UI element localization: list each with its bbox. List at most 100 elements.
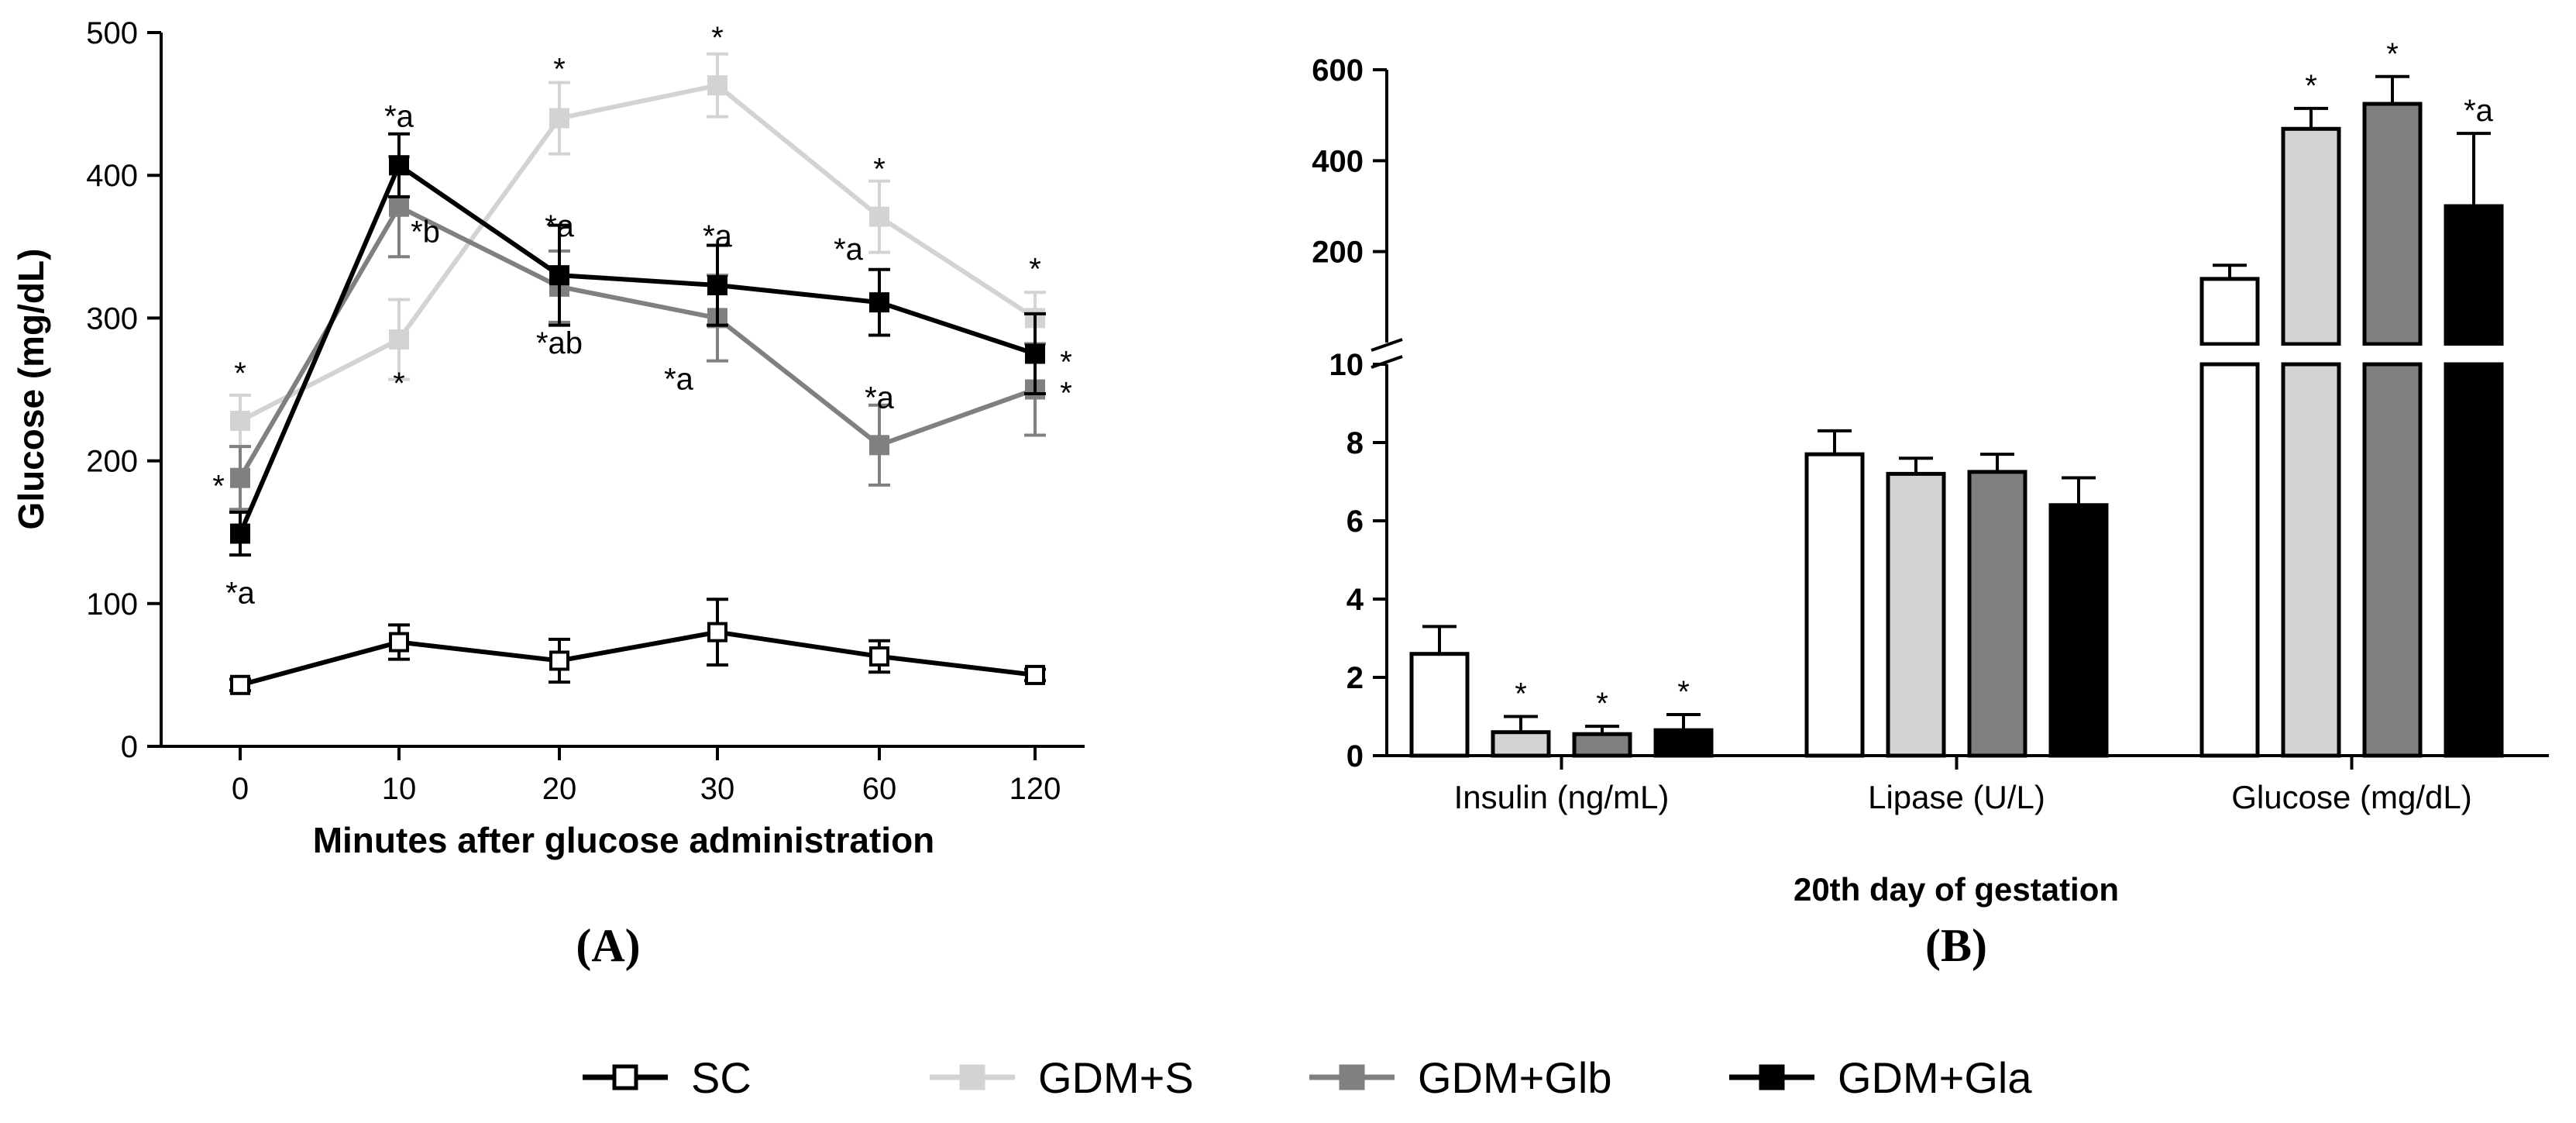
panel-a-series: * *******b*ab*a*a **a*a*a *a *a* [212,21,1072,695]
significance-label: *a [545,209,575,243]
y-tick-label: 10 [1329,348,1364,382]
significance-label: *ab [536,326,583,360]
axis-break-gap [2280,346,2342,361]
y-tick-label: 200 [86,445,138,479]
significance-label: *a [2464,94,2494,128]
data-point [230,467,250,488]
legend-marker [1759,1064,1785,1090]
y-tick-label: 400 [1312,144,1364,178]
bar [1653,728,1714,758]
y-tick-label: 8 [1346,426,1364,460]
x-tick-label: Lipase (U/L) [1868,779,2045,815]
x-tick-label: Insulin (ng/mL) [1454,779,1670,815]
legend: SC GDM+S GDM+Glb GDM+Gla [583,1053,2032,1102]
legend-label: GDM+Gla [1838,1053,2032,1102]
bar [2362,362,2423,758]
panel-b-y-ticks: 0 2 4 6 8 10 200 400 600 [1312,53,1387,773]
panel-a-y-ticks: 0 100 200 300 400 500 [86,16,161,764]
x-tick-label: 120 [1009,772,1061,806]
data-point [707,275,727,296]
data-point [1025,343,1045,364]
axis-break-mark-top [1371,338,1403,352]
panel-b-label: (B) [1925,920,1987,971]
data-point [549,108,569,129]
y-tick-label: 6 [1346,505,1364,539]
series-line [238,203,1037,480]
bar [2281,362,2341,758]
legend-marker [1339,1064,1365,1090]
data-point [869,292,889,313]
y-tick-label: 0 [1346,739,1364,773]
data-point [230,411,250,432]
bar [2362,102,2423,346]
bar [1804,452,1865,758]
data-point [869,646,889,667]
significance-label: * [873,153,886,187]
significance-label: * [553,53,566,87]
series-sc [229,598,1046,695]
series-line [239,629,1036,687]
legend-item: SC [583,1053,751,1102]
panel-a-y-axis-title: Glucose (mg/dL) [11,249,51,530]
axis-break-gap [2361,346,2423,361]
significance-label: * [711,21,724,55]
data-point [549,650,569,671]
legend-item: GDM+S [930,1053,1194,1102]
significance-label: * [1596,687,1608,721]
data-point [389,155,409,176]
legend-label: GDM+S [1038,1053,1194,1102]
data-point [869,206,889,227]
panel-b-x-axis-title: 20th day of gestation [1794,871,2119,908]
data-point [230,674,250,695]
bar [2199,362,2260,758]
series-line [238,161,1036,535]
bar [1967,470,2027,758]
bar [2444,362,2504,758]
significance-label: * [1677,675,1690,709]
significance-label: *a [225,577,256,611]
data-point [230,523,250,544]
y-tick-label: 600 [1312,53,1364,88]
panel-a-label: (A) [576,920,640,971]
significance-label: *b [411,215,440,250]
y-tick-label: 400 [86,159,138,193]
significance-label: * [212,470,225,504]
series-gdm-gla: *a *a *a *a *a * [225,99,1072,610]
significance-label: * [1060,377,1072,411]
significance-label: * [1515,677,1527,711]
data-point [707,75,727,96]
significance-label: * [393,367,405,401]
bar [2048,503,2109,758]
series-line [239,82,1037,423]
panel-b-bar-chart: 0 2 4 6 8 10 200 400 600 * * * * * *a Insulin (ng/mL)… [1312,37,2549,908]
bar [2199,277,2260,346]
bar [1572,732,1632,758]
data-point [707,622,727,642]
panel-a-x-axis-title: Minutes after glucose administration [313,820,935,860]
x-tick-label: 20 [542,772,577,806]
data-point [549,265,569,286]
x-tick-label: Glucose (mg/dL) [2231,779,2471,815]
significance-label: *a [384,99,414,133]
y-tick-label: 4 [1346,583,1364,617]
legend-label: SC [691,1053,751,1102]
data-point [389,329,409,350]
x-tick-label: 10 [382,772,417,806]
series-gdm-s: * * * * * * [229,21,1046,449]
significance-label: *a [703,219,733,253]
bar [1886,471,1946,758]
y-tick-label: 2 [1346,661,1364,695]
x-tick-label: 30 [700,772,735,806]
significance-label: * [1060,345,1072,379]
bar [2444,204,2504,346]
axis-break-gap [2443,346,2505,361]
legend-label: GDM+Glb [1418,1053,1612,1102]
panel-b-x-ticks: Insulin (ng/mL) Lipase (U/L) Glucose (mg/d… [1454,756,2472,815]
data-point [1025,664,1045,685]
significance-label: * [1029,252,1041,286]
y-tick-label: 300 [86,301,138,336]
legend-item: GDM+Glb [1309,1053,1612,1102]
significance-label: * [2305,69,2317,103]
